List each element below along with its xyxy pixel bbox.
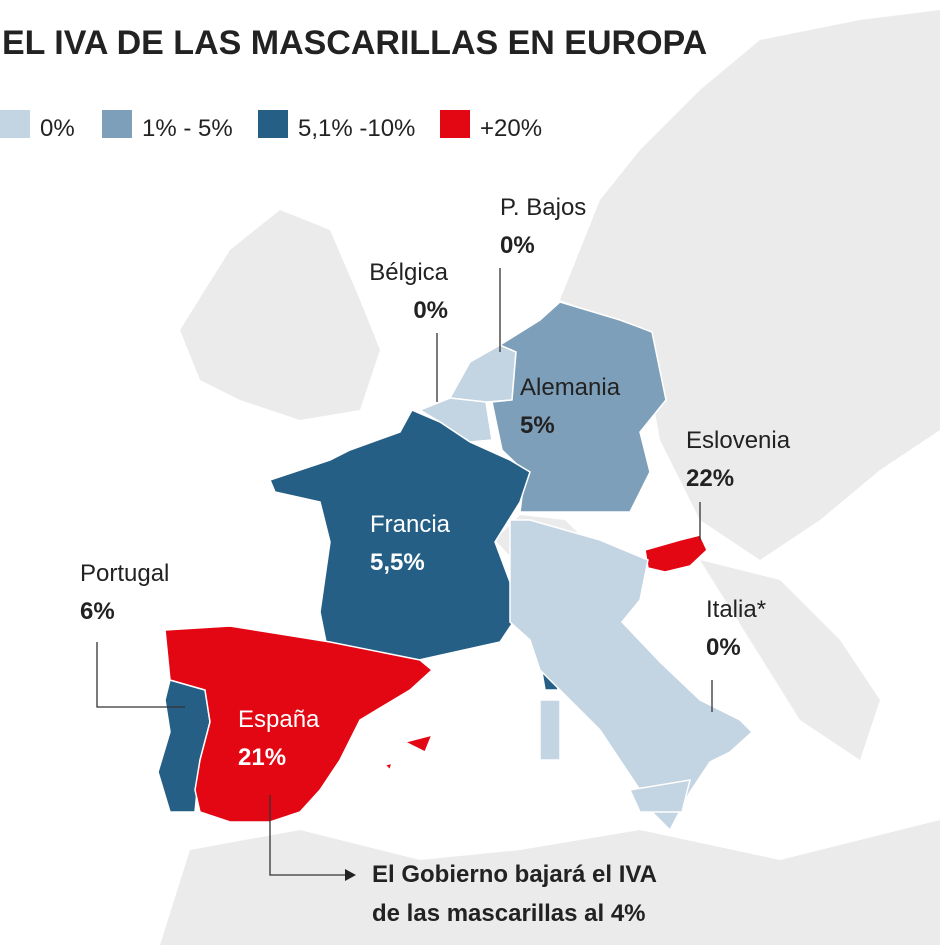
country-vat: 5% (520, 412, 555, 439)
leader-line (96, 642, 185, 708)
country-shape (383, 761, 394, 772)
note-line: El Gobierno bajará el IVA (372, 861, 657, 888)
country-vat: 22% (686, 465, 734, 492)
country-shape (628, 779, 692, 813)
land (560, 10, 940, 560)
country-name: Italia* (706, 596, 766, 623)
country-vat: 0% (706, 634, 741, 661)
note-line: de las mascarillas al 4% (372, 900, 646, 927)
country-shape (164, 625, 434, 823)
country-vat: 6% (80, 598, 115, 625)
legend-swatch (258, 110, 288, 138)
legend-label: 5,1% -10% (298, 115, 415, 142)
legend-label: 0% (40, 115, 75, 142)
country-name: P. Bajos (500, 194, 586, 221)
leader-line (269, 795, 345, 876)
country-shape (491, 301, 667, 513)
country-name: Eslovenia (686, 427, 791, 454)
country-name: España (238, 706, 320, 733)
country-shape (539, 699, 561, 761)
country-vat: 0% (413, 297, 448, 324)
legend-swatch (440, 110, 470, 138)
arrow-head (345, 869, 356, 881)
land (700, 560, 880, 760)
leader-lines (96, 268, 713, 876)
legend-label: +20% (480, 115, 542, 142)
country-vat: 21% (238, 744, 286, 771)
legend-swatch (102, 110, 132, 138)
land (180, 210, 380, 420)
legend-swatch (0, 110, 30, 138)
title: EL IVA DE LAS MASCARILLAS EN EUROPA (2, 24, 707, 62)
country-vat: 5,5% (370, 549, 425, 576)
country-vat: 0% (500, 232, 535, 259)
land (160, 820, 940, 945)
legend-label: 1% - 5% (142, 115, 233, 142)
country-shape (509, 519, 754, 832)
country-name: Portugal (80, 560, 169, 587)
country-shape (644, 534, 708, 573)
country-shape (402, 733, 434, 754)
country-name: Francia (370, 511, 451, 538)
background-land (160, 10, 940, 945)
country-name: Bélgica (369, 259, 448, 286)
country-name: Alemania (520, 374, 621, 401)
